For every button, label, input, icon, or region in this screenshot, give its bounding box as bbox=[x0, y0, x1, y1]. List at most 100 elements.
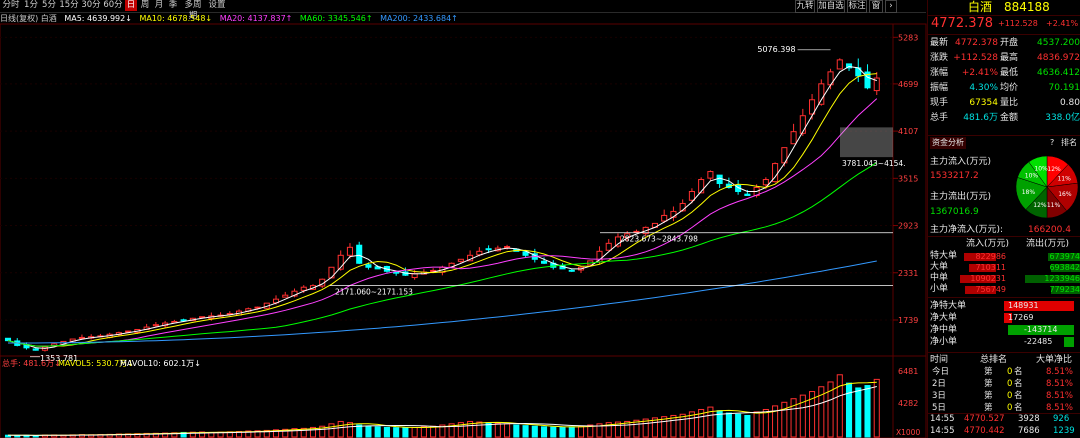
flow-in-value: 756749 bbox=[975, 285, 1006, 294]
rank-row-prefix: 第 bbox=[984, 367, 993, 377]
rank-row-pct: 8.51% bbox=[1046, 379, 1074, 389]
volume-bar bbox=[236, 430, 243, 438]
tab-6[interactable]: 日 bbox=[125, 0, 137, 11]
ma20-label: MA20: 4137.837↑ bbox=[219, 14, 293, 23]
quote-label: 最高 bbox=[1000, 53, 1019, 63]
price-change: +112.528 bbox=[998, 19, 1038, 28]
candle-body bbox=[790, 131, 797, 145]
range1-label: 2171.060~2171.153 bbox=[335, 288, 413, 297]
volume-bar bbox=[698, 408, 705, 438]
tab-8[interactable]: 月 bbox=[154, 0, 164, 10]
rank-row-pct: 8.51% bbox=[1046, 403, 1074, 413]
ma60-line bbox=[7, 162, 878, 347]
rank-row-time: 今日 bbox=[932, 367, 950, 377]
candle-body bbox=[688, 190, 695, 201]
tab-11[interactable]: 设置 bbox=[208, 0, 226, 10]
net-row-label: 净小单 bbox=[930, 337, 958, 347]
volume-bar bbox=[328, 423, 335, 438]
volume-bar bbox=[679, 413, 686, 438]
net-row-label: 净中单 bbox=[930, 325, 958, 335]
quote-label: 涨跌 bbox=[930, 53, 949, 63]
flow-out-value: 693842 bbox=[1049, 263, 1080, 272]
tab-10[interactable]: 多周期 bbox=[184, 0, 202, 21]
volume-bar bbox=[559, 426, 566, 438]
volume-bar bbox=[577, 425, 585, 438]
quote-value: 70.191 bbox=[1048, 83, 1080, 93]
candle-body bbox=[504, 246, 511, 249]
volume-bar bbox=[735, 413, 742, 438]
tab-1[interactable]: 1分 bbox=[24, 0, 38, 10]
candle-body bbox=[328, 266, 335, 279]
tab-7[interactable]: 周 bbox=[140, 0, 150, 10]
candle-body bbox=[633, 230, 640, 233]
quote-value: 4636.412 bbox=[1037, 68, 1080, 78]
right-button-2[interactable]: 标注 bbox=[847, 0, 867, 13]
kline-chart[interactable]: 5283 4699 4107 3515 2923 2331 1739 5076.398 1353… bbox=[0, 0, 927, 438]
tab-9[interactable]: 季 bbox=[168, 0, 178, 10]
volume-bar bbox=[309, 426, 317, 438]
chevron-right-icon[interactable]: › bbox=[885, 0, 897, 13]
price-tick-label: 5283 bbox=[898, 33, 918, 42]
ma200-label: MA200: 2433.684↑ bbox=[380, 14, 458, 23]
divider bbox=[928, 297, 1080, 298]
volume-bar bbox=[772, 405, 779, 438]
price-tick-label: 2923 bbox=[898, 222, 918, 231]
flow-row-label: 特大单 bbox=[930, 251, 958, 261]
tab-4[interactable]: 30分 bbox=[81, 0, 101, 10]
right-button-1[interactable]: 加自选 bbox=[817, 0, 845, 13]
inflow-value: 1533217.2 bbox=[930, 171, 979, 181]
volume-bar bbox=[245, 430, 252, 438]
divider bbox=[928, 352, 1080, 353]
pie-slice bbox=[1028, 155, 1048, 188]
tick-price: 4770.527 bbox=[964, 414, 1005, 424]
flow-row-label: 小单 bbox=[930, 284, 949, 294]
pie-slice-label: 11% bbox=[1047, 202, 1061, 209]
tick-volume: 7686 bbox=[1018, 426, 1040, 436]
tab-5[interactable]: 60分 bbox=[103, 0, 123, 10]
divider bbox=[928, 34, 1080, 35]
pie-slice-label: 16% bbox=[1058, 191, 1072, 198]
candle-body bbox=[698, 179, 705, 194]
candle-body bbox=[541, 260, 548, 264]
volume-bar bbox=[744, 414, 751, 438]
volume-bar bbox=[707, 406, 714, 438]
right-button-0[interactable]: 九转 bbox=[795, 0, 815, 13]
rank-row-time: 3日 bbox=[932, 391, 946, 401]
volume-bar bbox=[873, 378, 880, 438]
volume-bar bbox=[809, 391, 816, 438]
volume-bar bbox=[476, 421, 483, 438]
tab-3[interactable]: 15分 bbox=[59, 0, 79, 10]
rank-row-suffix: 名 bbox=[1014, 403, 1023, 413]
quote-value: 4836.972 bbox=[1037, 53, 1080, 63]
net-outflow-bar bbox=[1063, 337, 1074, 347]
right-button-3[interactable]: 窗 bbox=[869, 0, 883, 13]
volume-bar bbox=[319, 425, 326, 438]
divider bbox=[928, 413, 1080, 414]
flow-out-value: 1233946 bbox=[1044, 274, 1080, 283]
tab-2[interactable]: 5分 bbox=[42, 0, 56, 10]
volume-bar bbox=[189, 431, 196, 438]
tab-0[interactable]: 分时 bbox=[2, 0, 20, 10]
outflow-bar bbox=[1051, 264, 1080, 272]
volume-bar bbox=[337, 420, 344, 438]
volume-bar bbox=[864, 385, 871, 438]
high-label: 5076.398 bbox=[757, 45, 795, 54]
candle-body bbox=[873, 77, 880, 92]
flow-in-value: 710311 bbox=[975, 263, 1006, 272]
volume-unit: X1000 bbox=[896, 428, 920, 437]
candle-body bbox=[430, 269, 437, 272]
quote-label: 总手 bbox=[930, 113, 949, 123]
volume-bar bbox=[365, 425, 372, 438]
volume-bar bbox=[614, 421, 622, 438]
net-inflow-label: 主力净流入(万元): bbox=[930, 225, 1004, 235]
volume-bar bbox=[346, 422, 353, 438]
volume-bar bbox=[393, 427, 400, 438]
volume-bar bbox=[531, 425, 538, 438]
candle-body bbox=[707, 171, 714, 179]
volume-bar bbox=[420, 426, 427, 438]
volume-bar bbox=[781, 401, 788, 438]
candle-body bbox=[679, 202, 686, 212]
candle-body bbox=[762, 179, 769, 186]
quote-value: 0.80 bbox=[1059, 98, 1080, 108]
range2-label: 2823.673~2843.798 bbox=[620, 235, 698, 244]
